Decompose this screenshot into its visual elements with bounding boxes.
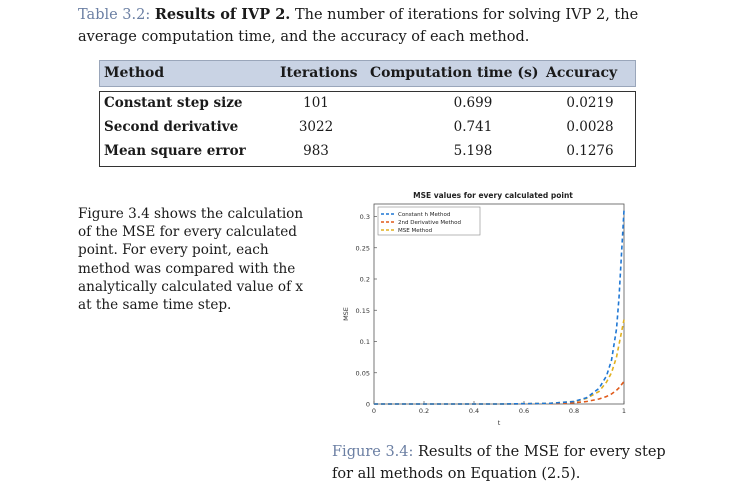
cell-iterations: 3022 [298, 119, 334, 135]
body-paragraph: Figure 3.4 shows the calculation of the … [78, 206, 304, 314]
cell-time: 5.198 [453, 143, 493, 159]
y-tick-label: 0.05 [356, 369, 370, 377]
x-tick-label: 0.4 [469, 407, 479, 415]
chart-title: MSE values for every calculated point [413, 191, 573, 200]
figure-caption-text: Results of the MSE for every step for al… [332, 444, 666, 482]
cell-iterations: 983 [303, 143, 329, 159]
table-caption-bold: Results of IVP 2. [154, 6, 291, 23]
table-caption: Table 3.2: Results of IVP 2. The number … [78, 4, 678, 48]
x-tick-label: 0.2 [419, 407, 429, 415]
y-tick-label: 0.2 [360, 276, 370, 284]
x-axis-label: t [498, 419, 501, 426]
y-tick-label: 0 [366, 401, 370, 409]
cell-accuracy: 0.1276 [566, 143, 614, 159]
cell-time: 0.699 [453, 95, 493, 111]
table-header: Method Iterations Computation time (s) A… [99, 60, 636, 87]
table-caption-label: Table 3.2: [78, 7, 151, 23]
mse-chart: MSE values for every calculated point 0 0.… [342, 191, 626, 426]
results-table: Method Iterations Computation time (s) A… [99, 60, 636, 167]
table-row: Mean square error 983 5.198 0.1276 [100, 143, 635, 167]
y-axis-label: MSE [342, 307, 350, 321]
x-tick-label: 0.8 [569, 407, 579, 415]
header-accuracy: Accuracy [546, 65, 618, 81]
series-line-3 [374, 319, 625, 405]
cell-method: Constant step size [104, 95, 243, 111]
table-row: Second derivative 3022 0.741 0.0028 [100, 119, 635, 143]
table-body: Constant step size 101 0.699 0.0219 Seco… [99, 91, 636, 167]
cell-time: 0.741 [453, 119, 493, 135]
cell-accuracy: 0.0219 [566, 95, 614, 111]
legend-label: MSE Method [398, 228, 432, 234]
y-tick-label: 0.3 [360, 213, 370, 221]
x-tick-label: 0.6 [519, 407, 529, 415]
figure-caption-label: Figure 3.4: [332, 444, 414, 460]
table-row: Constant step size 101 0.699 0.0219 [100, 95, 635, 119]
legend-box [377, 206, 481, 236]
y-tick-label: 0.15 [356, 307, 370, 315]
cell-accuracy: 0.0028 [566, 119, 614, 135]
legend-label: 2nd Derivative Method [398, 220, 461, 226]
cell-iterations: 101 [303, 95, 329, 111]
plot-area [373, 203, 625, 405]
table-caption-text: The number of iterations for solving IVP… [78, 7, 639, 45]
y-tick-label: 0.1 [360, 338, 370, 346]
header-method: Method [104, 65, 165, 81]
legend-label: Constant h Method [398, 212, 450, 218]
header-iterations: Iterations [280, 65, 358, 81]
cell-method: Mean square error [104, 143, 246, 159]
header-computation-time: Computation time (s) [370, 65, 539, 81]
y-tick-label: 0.25 [356, 244, 370, 252]
x-tick-label: 1 [622, 407, 626, 415]
cell-method: Second derivative [104, 119, 239, 135]
figure-caption: Figure 3.4: Results of the MSE for every… [332, 441, 672, 485]
series-line-1 [374, 210, 625, 405]
x-tick-label: 0 [372, 407, 376, 415]
